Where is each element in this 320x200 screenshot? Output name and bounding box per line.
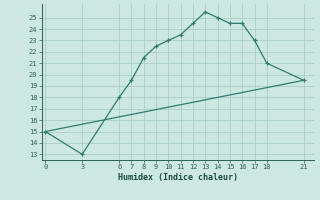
- X-axis label: Humidex (Indice chaleur): Humidex (Indice chaleur): [118, 173, 237, 182]
